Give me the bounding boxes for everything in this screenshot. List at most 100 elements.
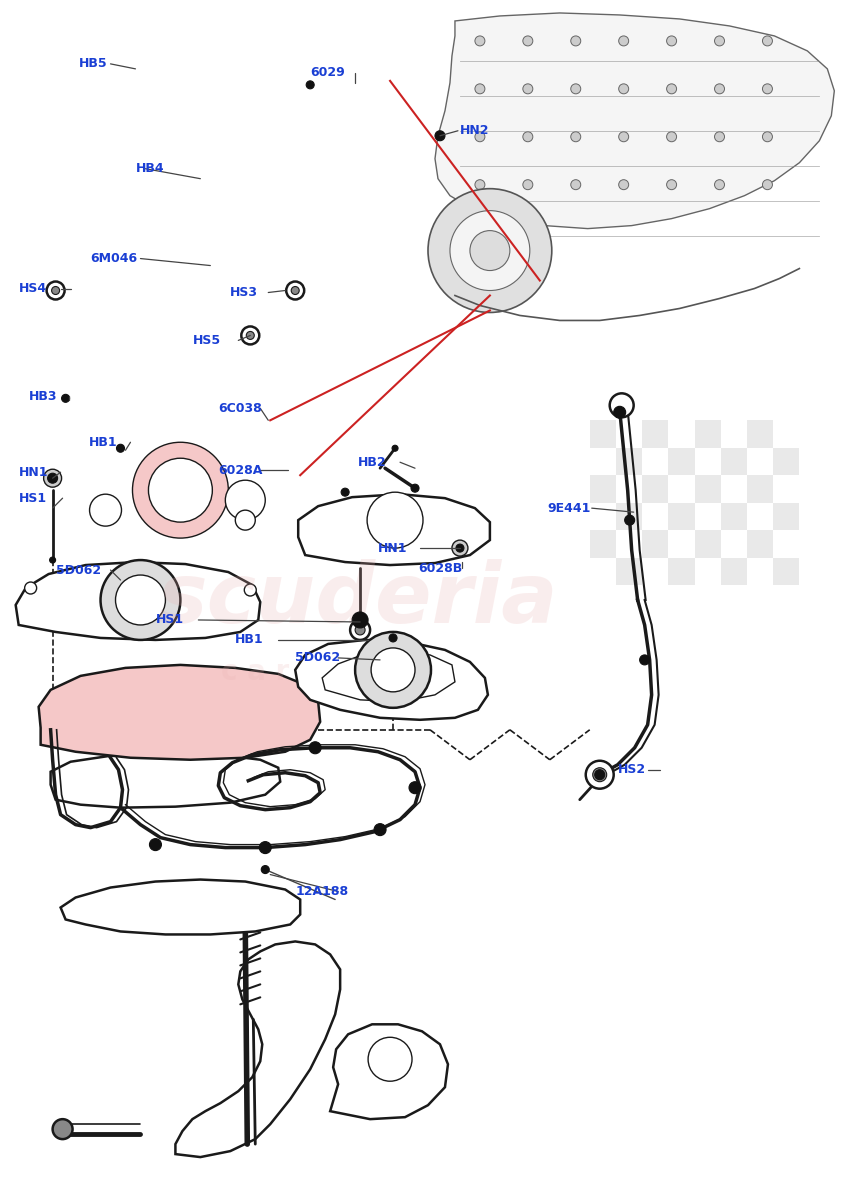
Circle shape — [374, 823, 386, 835]
Circle shape — [666, 132, 677, 142]
Bar — [747, 475, 774, 503]
Bar — [694, 530, 721, 558]
Circle shape — [236, 510, 255, 530]
Circle shape — [242, 326, 260, 344]
Circle shape — [666, 84, 677, 94]
Text: 6029: 6029 — [310, 66, 345, 79]
Bar — [616, 448, 643, 475]
Circle shape — [49, 557, 55, 563]
Bar — [694, 448, 721, 475]
Circle shape — [117, 444, 124, 452]
Text: HN1: HN1 — [19, 466, 49, 479]
Bar — [590, 448, 616, 475]
Text: HN1: HN1 — [378, 541, 408, 554]
Text: 6C038: 6C038 — [219, 402, 262, 415]
Circle shape — [306, 80, 314, 89]
Circle shape — [456, 544, 464, 552]
Text: 12A188: 12A188 — [295, 886, 348, 898]
Circle shape — [523, 36, 533, 46]
Circle shape — [411, 484, 419, 492]
Circle shape — [43, 469, 61, 487]
Circle shape — [309, 742, 321, 754]
Bar — [694, 558, 721, 586]
Bar — [668, 503, 694, 530]
Circle shape — [762, 36, 773, 46]
Polygon shape — [323, 652, 455, 702]
Circle shape — [475, 132, 485, 142]
Bar — [774, 530, 799, 558]
Circle shape — [666, 180, 677, 190]
Circle shape — [475, 36, 485, 46]
Bar — [590, 420, 616, 448]
Circle shape — [367, 492, 423, 548]
Bar — [643, 448, 668, 475]
Circle shape — [614, 407, 625, 419]
Circle shape — [475, 180, 485, 190]
Text: scuderia: scuderia — [157, 559, 557, 641]
Circle shape — [350, 620, 370, 640]
Circle shape — [571, 132, 580, 142]
Circle shape — [48, 473, 58, 484]
Polygon shape — [38, 665, 320, 760]
Text: HB4: HB4 — [135, 162, 164, 175]
Circle shape — [148, 458, 213, 522]
Circle shape — [392, 445, 398, 451]
Circle shape — [762, 132, 773, 142]
Circle shape — [452, 540, 468, 556]
Text: 9E441: 9E441 — [548, 502, 591, 515]
Bar — [774, 558, 799, 586]
Bar — [721, 530, 747, 558]
Circle shape — [25, 582, 37, 594]
Bar — [590, 558, 616, 586]
Bar — [616, 420, 643, 448]
Bar — [721, 475, 747, 503]
Text: 6M046: 6M046 — [90, 252, 138, 265]
Circle shape — [625, 515, 635, 526]
Circle shape — [595, 769, 605, 780]
Circle shape — [571, 84, 580, 94]
Text: HB3: HB3 — [29, 390, 57, 403]
Text: HB2: HB2 — [358, 456, 386, 469]
Circle shape — [341, 488, 349, 496]
Circle shape — [619, 36, 629, 46]
Text: HS3: HS3 — [231, 286, 259, 299]
Circle shape — [368, 1037, 412, 1081]
Circle shape — [47, 282, 65, 300]
Bar — [643, 503, 668, 530]
Text: HB1: HB1 — [89, 436, 117, 449]
Circle shape — [389, 634, 397, 642]
Circle shape — [150, 839, 162, 851]
Circle shape — [619, 84, 629, 94]
Bar — [747, 503, 774, 530]
Circle shape — [355, 632, 431, 708]
Polygon shape — [60, 880, 300, 935]
Circle shape — [435, 131, 445, 140]
Text: HS5: HS5 — [192, 334, 220, 347]
Bar — [668, 475, 694, 503]
Circle shape — [291, 287, 300, 294]
Bar — [694, 420, 721, 448]
Circle shape — [244, 584, 256, 596]
Text: c a r: c a r — [221, 658, 289, 686]
Circle shape — [762, 180, 773, 190]
Bar — [616, 530, 643, 558]
Bar — [590, 503, 616, 530]
Text: 6028B: 6028B — [418, 562, 462, 575]
Bar — [721, 448, 747, 475]
Circle shape — [523, 180, 533, 190]
Bar — [721, 420, 747, 448]
Circle shape — [89, 494, 122, 526]
Text: HN2: HN2 — [460, 125, 489, 137]
Bar — [774, 503, 799, 530]
Circle shape — [619, 180, 629, 190]
Circle shape — [715, 132, 724, 142]
Circle shape — [619, 132, 629, 142]
Bar — [643, 420, 668, 448]
Circle shape — [52, 287, 60, 294]
Bar — [590, 475, 616, 503]
Bar — [774, 448, 799, 475]
Polygon shape — [330, 1025, 448, 1120]
Circle shape — [571, 180, 580, 190]
Text: 6028A: 6028A — [219, 463, 263, 476]
Bar — [721, 558, 747, 586]
